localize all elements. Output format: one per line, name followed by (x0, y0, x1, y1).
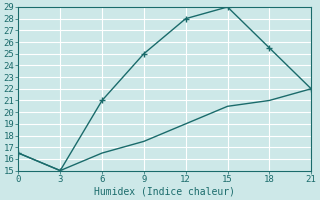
X-axis label: Humidex (Indice chaleur): Humidex (Indice chaleur) (94, 187, 235, 197)
